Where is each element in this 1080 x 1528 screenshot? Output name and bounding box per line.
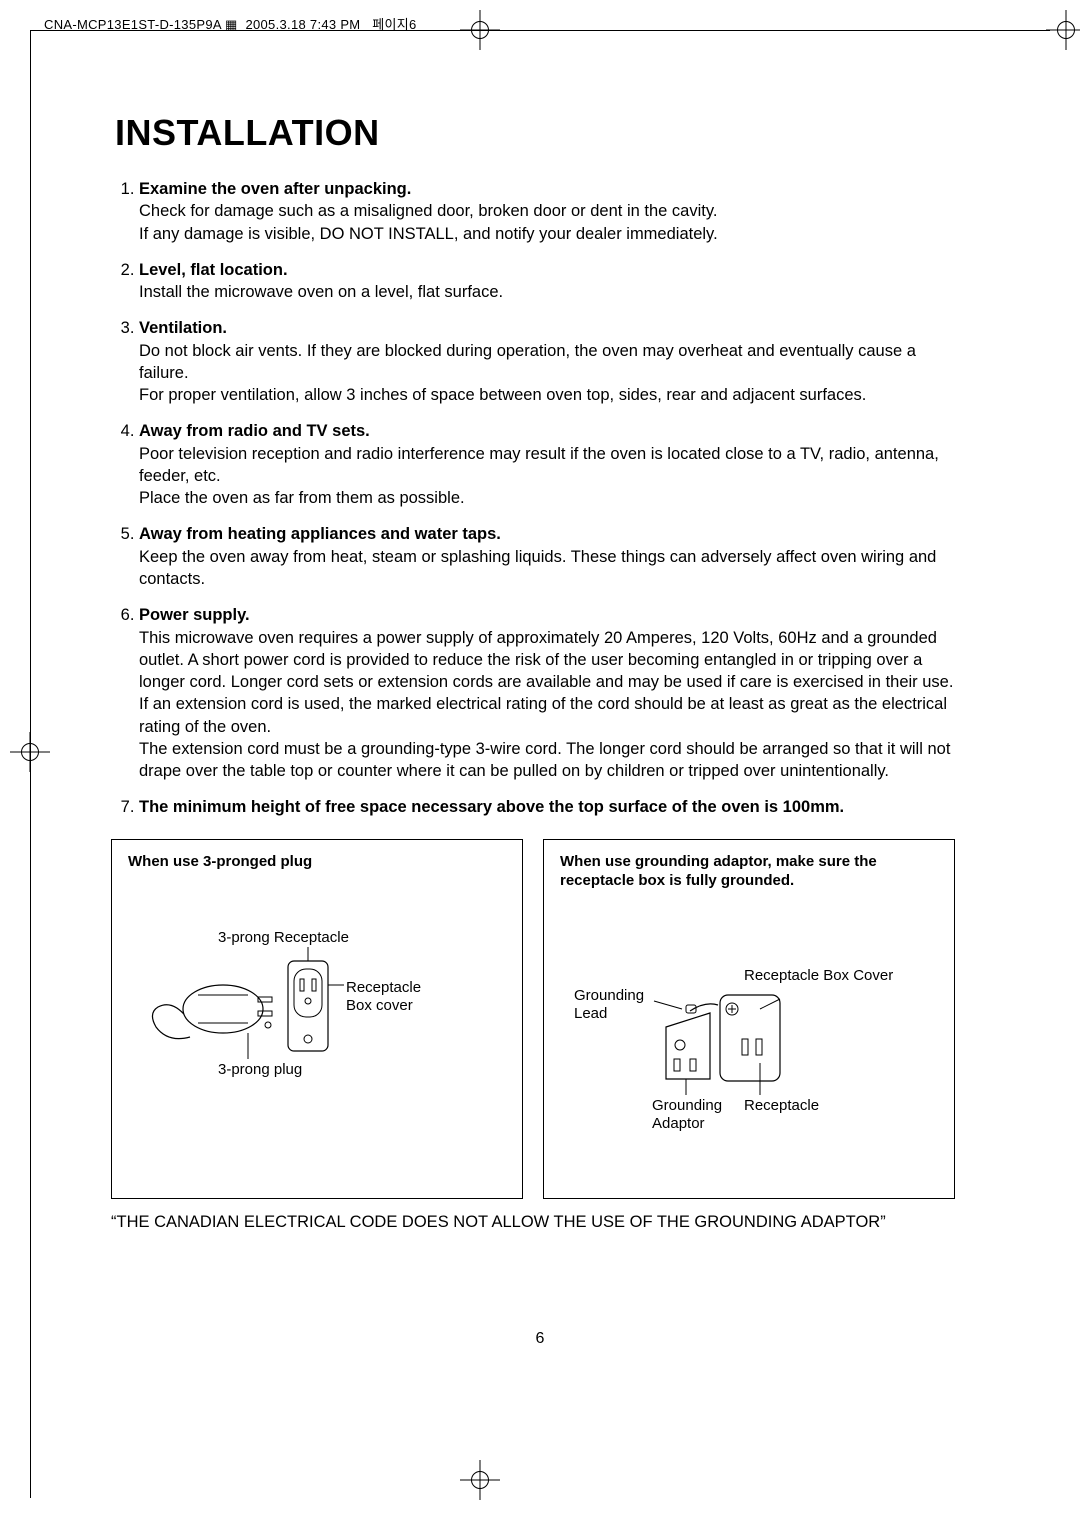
plug-diagram-svg	[128, 899, 508, 1119]
item-body: Keep the oven away from heat, steam or s…	[139, 548, 936, 588]
diagram-3prong: 3-prong Receptacle ReceptacleBox cover 3…	[128, 899, 506, 1129]
list-item: Examine the oven after unpacking. Check …	[139, 178, 965, 245]
registration-mark-top	[460, 10, 500, 50]
list-item: The minimum height of free space necessa…	[139, 796, 965, 818]
installation-list: Examine the oven after unpacking. Check …	[115, 178, 965, 819]
box-title: When use grounding adaptor, make sure th…	[560, 852, 938, 891]
item-body: Install the microwave oven on a level, f…	[139, 283, 503, 301]
crop-line-top	[30, 30, 1050, 31]
list-item: Level, flat location. Install the microw…	[139, 259, 965, 304]
registration-mark-top-right	[1046, 10, 1080, 50]
item-body: Do not block air vents. If they are bloc…	[139, 342, 916, 405]
box-title: When use 3-pronged plug	[128, 852, 506, 872]
page-content: INSTALLATION Examine the oven after unpa…	[115, 112, 965, 1232]
list-item: Power supply. This microwave oven requir…	[139, 604, 965, 782]
item-heading: Power supply.	[139, 606, 250, 624]
box-3prong: When use 3-pronged plug 3-prong Receptac…	[111, 839, 523, 1199]
item-heading: Ventilation.	[139, 319, 227, 337]
footer-note: “THE CANADIAN ELECTRICAL CODE DOES NOT A…	[111, 1213, 965, 1232]
list-item: Away from heating appliances and water t…	[139, 523, 965, 590]
item-body: Check for damage such as a misaligned do…	[139, 202, 718, 242]
adaptor-diagram-svg	[560, 919, 940, 1139]
registration-mark-left	[10, 732, 50, 772]
page-number: 6	[536, 1330, 545, 1348]
item-heading: The minimum height of free space necessa…	[139, 798, 844, 816]
item-heading: Level, flat location.	[139, 261, 288, 279]
item-heading: Examine the oven after unpacking.	[139, 180, 411, 198]
registration-mark-bottom	[460, 1460, 500, 1500]
box-grounding-adaptor: When use grounding adaptor, make sure th…	[543, 839, 955, 1199]
item-heading: Away from radio and TV sets.	[139, 422, 370, 440]
item-body: This microwave oven requires a power sup…	[139, 629, 953, 781]
item-heading: Away from heating appliances and water t…	[139, 525, 501, 543]
page-title: INSTALLATION	[115, 112, 965, 154]
item-body: Poor television reception and radio inte…	[139, 445, 939, 508]
list-item: Ventilation. Do not block air vents. If …	[139, 317, 965, 406]
diagram-boxes: When use 3-pronged plug 3-prong Receptac…	[111, 839, 965, 1199]
diagram-adaptor: Receptacle Box Cover GroundingLead Groun…	[560, 919, 938, 1149]
list-item: Away from radio and TV sets. Poor televi…	[139, 420, 965, 509]
